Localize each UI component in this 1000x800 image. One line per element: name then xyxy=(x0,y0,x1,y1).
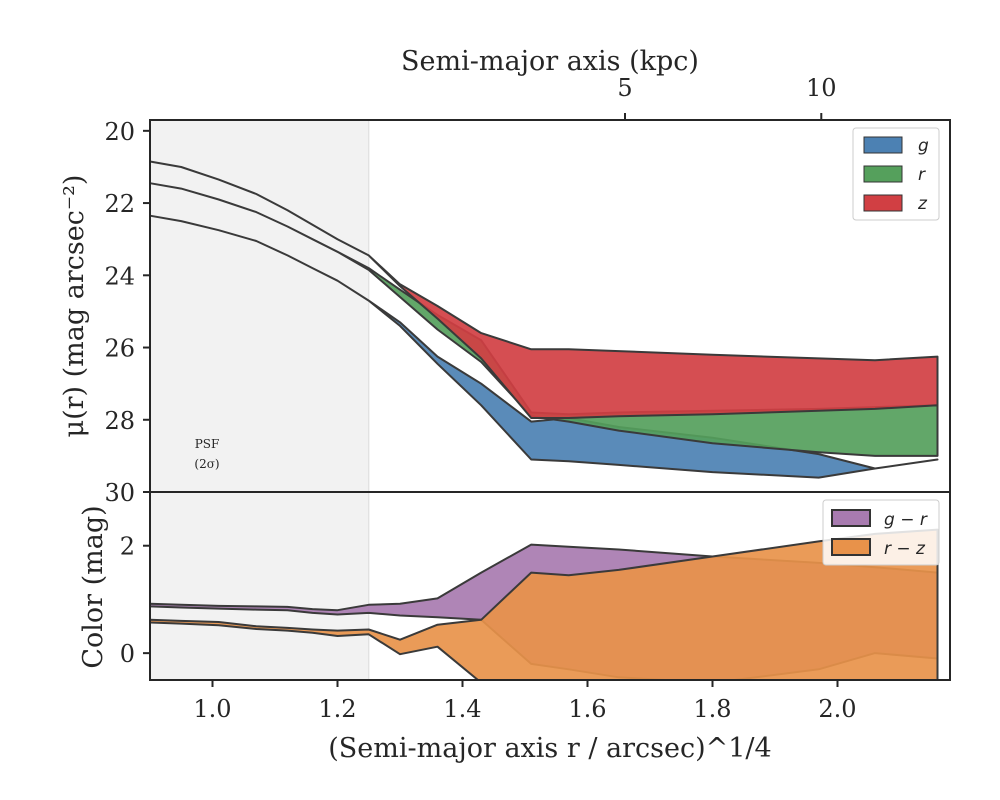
legend-rz-label: r − z xyxy=(884,539,926,559)
y-tick-label: 2 xyxy=(120,533,135,561)
area-band-r-z xyxy=(150,528,939,680)
bottom-panel-frame xyxy=(149,491,951,681)
legend-g-swatch xyxy=(863,136,903,154)
bottom-y-axis-title: Color (mag) xyxy=(78,505,109,668)
y-tick-label: 30 xyxy=(104,479,135,507)
x-tick-label: 1.8 xyxy=(693,695,731,723)
bottom-x-ticks: 1.0 1.2 1.4 1.6 1.8 2.0 xyxy=(193,680,857,723)
x-tick-label: 2.0 xyxy=(818,695,856,723)
legend-z-swatch xyxy=(863,194,903,212)
area-band-r xyxy=(149,182,939,457)
y-tick-label: 0 xyxy=(120,640,135,668)
y-tick-label: 28 xyxy=(104,407,135,435)
bottom-y-ticks: 02 xyxy=(120,533,150,668)
x-tick-label: 1.0 xyxy=(193,695,231,723)
top-x-axis-title: Semi-major axis (kpc) xyxy=(401,46,699,77)
kpc-tick-label: 5 xyxy=(617,74,632,102)
area-band-z xyxy=(149,160,939,419)
top-legend: g r z xyxy=(852,127,940,221)
legend-r-label: r xyxy=(918,165,926,185)
y-tick-label: 22 xyxy=(104,190,135,218)
top-y-axis-title: μ(r) (mag arcsec⁻²) xyxy=(59,175,90,438)
area-band-g xyxy=(149,214,939,479)
psf-label-line2: (2σ) xyxy=(194,457,219,471)
top-kpc-ticks: 51020305075100 xyxy=(617,74,837,120)
color-panel: 02 1.0 1.2 1.4 1.6 1.8 2.0 g − r r − z xyxy=(120,491,951,723)
y-tick-label: 24 xyxy=(104,262,135,290)
legend-g-label: g xyxy=(918,136,929,156)
bottom-series-areas xyxy=(150,528,939,680)
psf-label-line1: PSF xyxy=(195,437,220,451)
y-tick-label: 26 xyxy=(104,335,135,363)
bottom-legend: g − r r − z xyxy=(822,499,940,566)
psf-shaded-region-bottom xyxy=(150,492,369,680)
psf-shaded-region xyxy=(150,120,369,492)
bottom-x-axis-title: (Semi-major axis r / arcsec)^1/4 xyxy=(328,733,771,764)
legend-gr-label: g − r xyxy=(884,510,928,530)
y-tick-label: 20 xyxy=(104,118,135,146)
top-y-ticks: 20 22 24 26 28 30 xyxy=(104,118,150,507)
x-tick-label: 1.4 xyxy=(443,695,481,723)
legend-r-swatch xyxy=(863,165,903,183)
legend-rz-swatch xyxy=(831,538,871,556)
legend-gr-swatch xyxy=(831,509,871,527)
top-series-areas xyxy=(149,160,939,479)
kpc-tick-label: 10 xyxy=(806,74,837,102)
x-tick-label: 1.2 xyxy=(318,695,356,723)
x-tick-label: 1.6 xyxy=(568,695,606,723)
legend-z-label: z xyxy=(917,194,928,214)
